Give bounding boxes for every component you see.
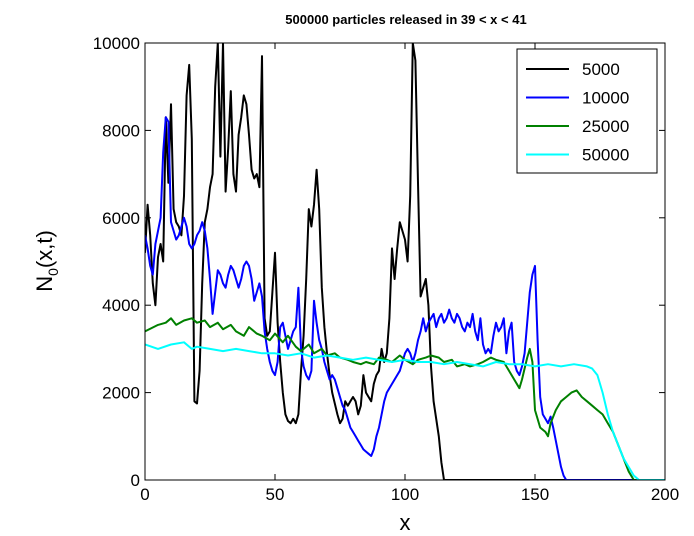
y-axis-label-subscript: 0	[45, 268, 61, 276]
series-line-50000	[145, 341, 665, 480]
legend-label-5000: 5000	[582, 60, 620, 79]
x-tick-label: 50	[266, 485, 285, 504]
x-tick-label: 150	[521, 485, 549, 504]
plot-area	[145, 43, 665, 480]
y-tick-label: 10000	[93, 34, 140, 53]
y-axis-label-rest: (x,t)	[32, 230, 57, 268]
y-tick-label: 8000	[102, 121, 140, 140]
y-tick-label: 6000	[102, 209, 140, 228]
plot-frame	[144, 42, 666, 481]
y-tick-label: 2000	[102, 384, 140, 403]
x-tick-label: 100	[391, 485, 419, 504]
series-line-25000	[145, 317, 665, 480]
legend-label-10000: 10000	[582, 89, 629, 108]
y-tick-label: 0	[131, 471, 140, 490]
series-line-10000	[145, 116, 665, 480]
legend-label-25000: 25000	[582, 117, 629, 136]
x-axis-label: x	[400, 510, 411, 535]
legend-label-50000: 50000	[582, 146, 629, 165]
y-axis-label-main: N	[32, 276, 57, 292]
legend: 5000 10000 25000 50000	[516, 48, 658, 174]
x-tick-label: 0	[140, 485, 149, 504]
y-axis-label: N0(x,t)	[32, 230, 61, 292]
chart-title: 500000 particles released in 39 < x < 41	[285, 12, 526, 27]
x-tick-label: 200	[651, 485, 679, 504]
series-line-5000	[145, 43, 665, 480]
y-tick-label: 4000	[102, 296, 140, 315]
